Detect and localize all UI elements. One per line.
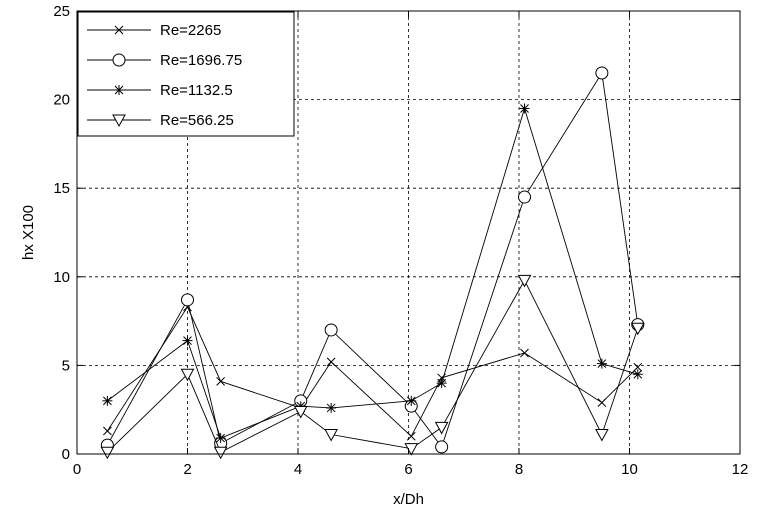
data-point <box>595 66 609 80</box>
data-point <box>213 446 228 460</box>
x-tick-label: 10 <box>621 461 638 478</box>
data-point <box>596 358 607 369</box>
y-tick-label: 15 <box>53 180 70 197</box>
data-point <box>293 405 308 419</box>
data-point <box>215 433 226 444</box>
x-axis-title: x/Dh <box>393 491 424 508</box>
legend: Re=2265 Re=1696.75 Re=1132.5 Re=566.25 <box>77 11 295 137</box>
data-point <box>326 402 337 413</box>
y-tick-label: 0 <box>62 446 70 463</box>
legend-marker <box>112 114 126 128</box>
legend-label: Re=2265 <box>160 22 221 39</box>
data-point <box>216 376 226 386</box>
data-point <box>435 440 449 454</box>
series-line <box>107 279 639 453</box>
data-point <box>520 348 529 358</box>
series-layer <box>100 66 645 460</box>
series-4 <box>100 274 645 460</box>
series-line <box>107 305 639 438</box>
legend-item: Re=1696.75 <box>87 52 242 69</box>
x-tick-label: 0 <box>73 461 81 478</box>
x-tick-label: 8 <box>515 461 523 478</box>
legend-item: Re=2265 <box>87 22 221 39</box>
data-point <box>517 274 532 288</box>
data-point <box>518 190 532 204</box>
data-point <box>633 362 643 372</box>
data-point <box>324 429 338 442</box>
legend-label: Re=566.25 <box>160 112 234 129</box>
y-axis-title: hx X100 <box>20 205 37 260</box>
legend-item: Re=1132.5 <box>87 82 233 99</box>
data-point <box>632 369 643 380</box>
y-tick-label: 10 <box>53 269 70 286</box>
y-tick-label: 5 <box>62 357 70 374</box>
series-line <box>106 71 639 448</box>
data-point <box>595 429 609 442</box>
legend-marker <box>112 53 126 67</box>
axis-ticks: 0 2 4 6 8 10 12 0 5 10 15 20 25 <box>53 3 748 478</box>
series-1 <box>103 302 643 441</box>
x-tick-label: 2 <box>183 461 191 478</box>
y-tick-label: 20 <box>53 92 70 109</box>
data-point <box>436 378 447 389</box>
series-2 <box>100 66 645 454</box>
series-3 <box>102 103 643 444</box>
x-tick-label: 4 <box>294 461 302 478</box>
legend-marker <box>114 85 124 95</box>
data-point <box>326 357 336 367</box>
data-point <box>102 395 113 406</box>
data-point <box>434 421 449 435</box>
data-point <box>100 446 115 460</box>
data-point <box>181 293 194 307</box>
legend-label: Re=1696.75 <box>160 52 242 69</box>
legend-item: Re=566.25 <box>87 112 234 129</box>
data-point <box>519 103 530 114</box>
data-point <box>406 395 417 406</box>
data-point <box>597 398 607 407</box>
data-point <box>103 426 112 436</box>
legend-marker <box>114 25 124 35</box>
legend-box <box>77 11 295 137</box>
legend-label: Re=1132.5 <box>160 82 233 99</box>
series-line <box>107 106 638 439</box>
data-point <box>406 431 416 441</box>
data-point <box>630 322 645 336</box>
data-point <box>324 323 338 337</box>
x-tick-label: 6 <box>404 461 412 478</box>
data-point <box>182 335 193 346</box>
data-point <box>180 368 195 382</box>
y-tick-label: 25 <box>53 3 70 20</box>
x-tick-label: 12 <box>732 461 749 478</box>
